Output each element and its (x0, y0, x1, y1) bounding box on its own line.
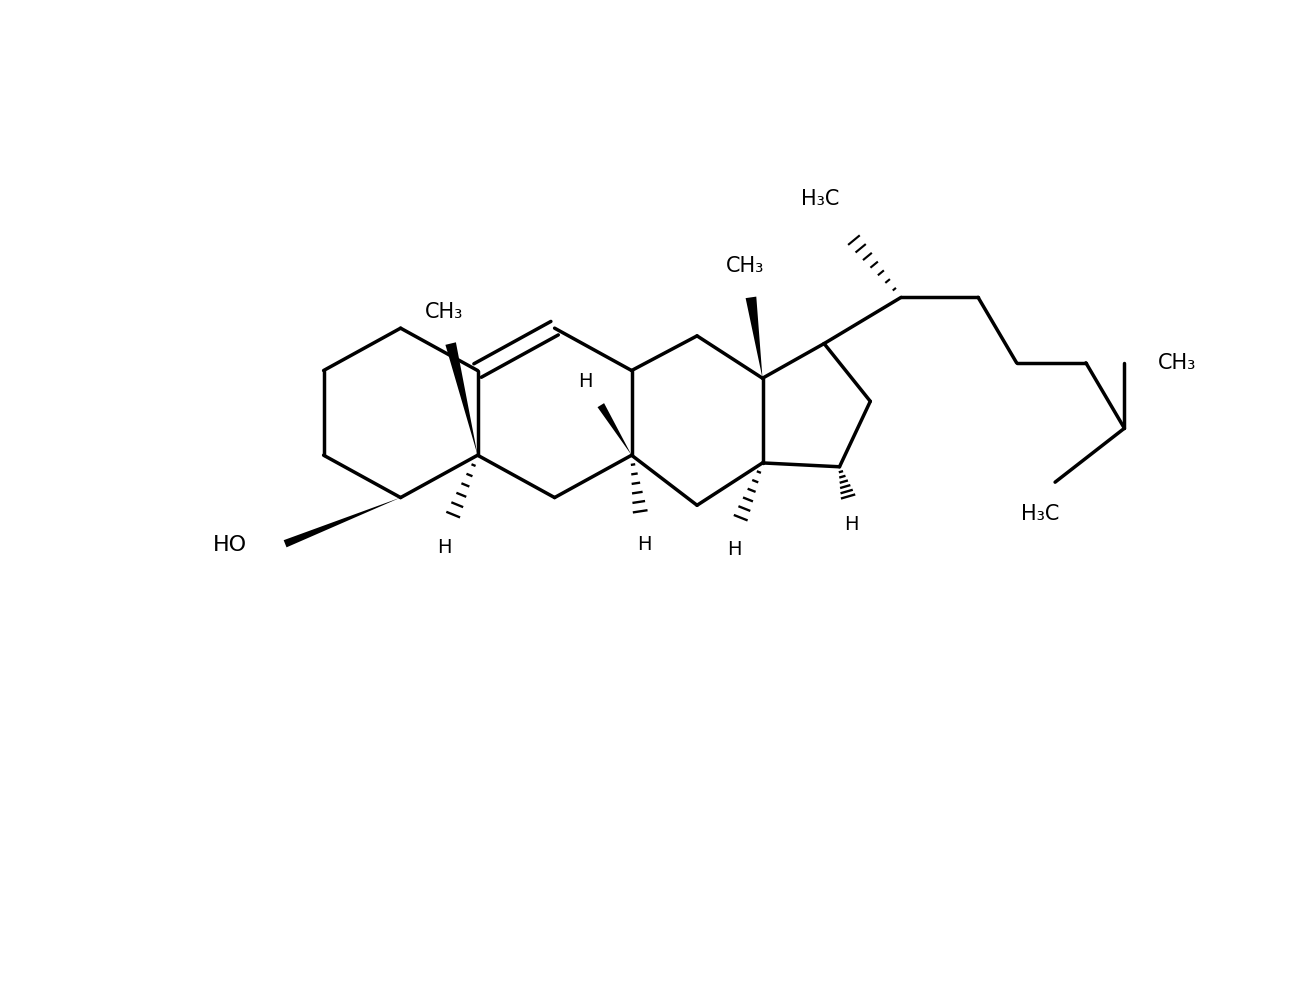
Text: H: H (578, 373, 593, 391)
Polygon shape (283, 497, 400, 548)
Text: CH₃: CH₃ (1157, 353, 1196, 373)
Text: H₃C: H₃C (801, 189, 840, 208)
Text: H: H (437, 538, 451, 556)
Text: H: H (727, 540, 741, 559)
Text: HO: HO (212, 536, 247, 555)
Text: CH₃: CH₃ (425, 302, 464, 322)
Text: CH₃: CH₃ (725, 256, 764, 276)
Polygon shape (746, 297, 763, 378)
Polygon shape (598, 403, 632, 455)
Text: H: H (637, 535, 651, 553)
Polygon shape (446, 342, 477, 455)
Text: H: H (844, 514, 858, 534)
Text: H₃C: H₃C (1020, 503, 1060, 524)
